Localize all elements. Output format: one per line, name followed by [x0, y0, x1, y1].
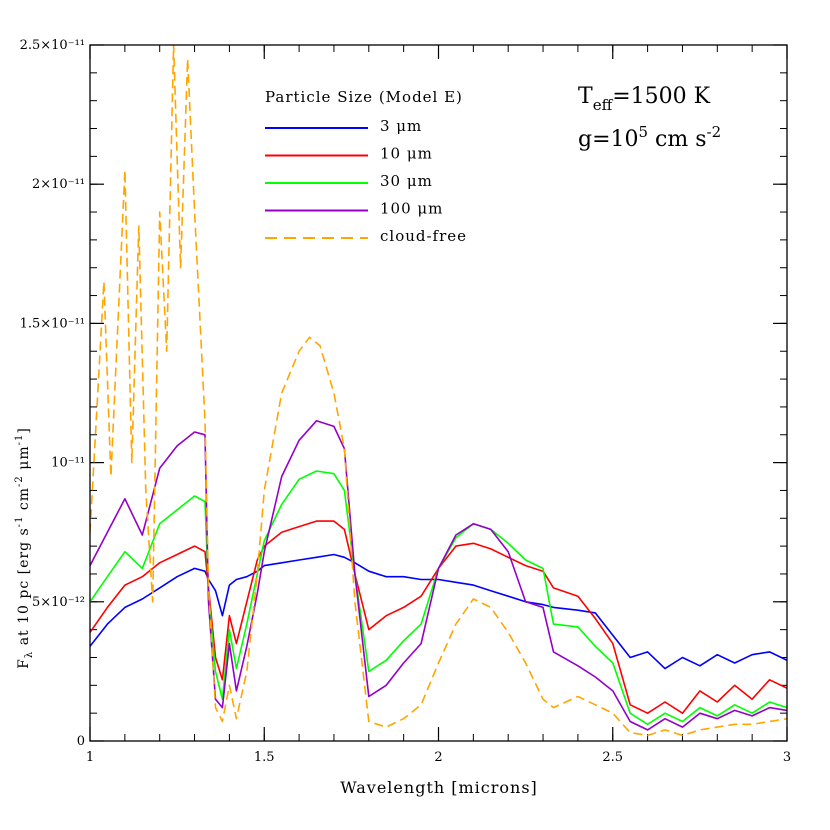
y-tick-label: 2×10⁻¹¹ [32, 177, 85, 192]
series-line-2 [90, 470, 787, 726]
y-tick-label: 1.5×10⁻¹¹ [20, 316, 85, 331]
gravity-annotation: g=105 cm s-2 [578, 123, 721, 152]
legend-label-1: 10 μm [380, 145, 433, 163]
legend-label-2: 30 μm [380, 172, 433, 190]
series-layer [90, 45, 787, 737]
y-title-sup3: -1 [14, 434, 25, 446]
y-title-rest: at 10 pc [erg s [16, 527, 32, 650]
parameter-annotations: Teff=1500 K g=105 cm s-2 [578, 84, 721, 152]
y-axis-title: Fλ at 10 pc [erg s-1 cm-2 μm-1] [14, 427, 35, 669]
series-line-3 [90, 420, 787, 731]
legend-label-3: 100 μm [380, 200, 443, 218]
y-title-cm: cm [16, 487, 32, 516]
y-tick-label: 2.5×10⁻¹¹ [20, 38, 85, 53]
series-line-4 [90, 45, 787, 737]
tick-labels: 1 1.5 2 2.5 3 0 5×10⁻¹² 10⁻¹¹ 1.5×10⁻¹¹ 2×10⁻¹¹ 2.… [20, 38, 792, 765]
y-tick-label: 10⁻¹¹ [51, 456, 85, 471]
y-title-sup1: -1 [14, 516, 25, 528]
teff-annotation: Teff=1500 K [578, 84, 711, 114]
x-tick-label: 1.5 [254, 750, 275, 765]
y-title-lambda: λ [24, 651, 35, 658]
series-line-1 [90, 520, 787, 714]
x-tick-label: 3 [783, 750, 791, 765]
legend-label-4: cloud-free [380, 227, 467, 245]
legend-label-0: 3 μm [380, 117, 422, 135]
y-tick-label: 5×10⁻¹² [32, 595, 85, 610]
y-title-f: F [16, 658, 32, 669]
plot-frame [89, 44, 788, 742]
legend-title: Particle Size (Model E) [265, 88, 463, 106]
x-axis-title: Wavelength [microns] [340, 778, 538, 797]
x-tick-label: 1 [86, 750, 94, 765]
y-title-close: ] [16, 427, 32, 433]
x-tick-label: 2 [434, 750, 442, 765]
legend: Particle Size (Model E) 3 μm 10 μm 30 μm 10… [265, 88, 467, 245]
y-tick-label: 0 [77, 734, 85, 749]
x-tick-label: 2.5 [602, 750, 623, 765]
y-title-mu: μm [16, 445, 32, 475]
y-title-sup2: -2 [14, 475, 25, 487]
